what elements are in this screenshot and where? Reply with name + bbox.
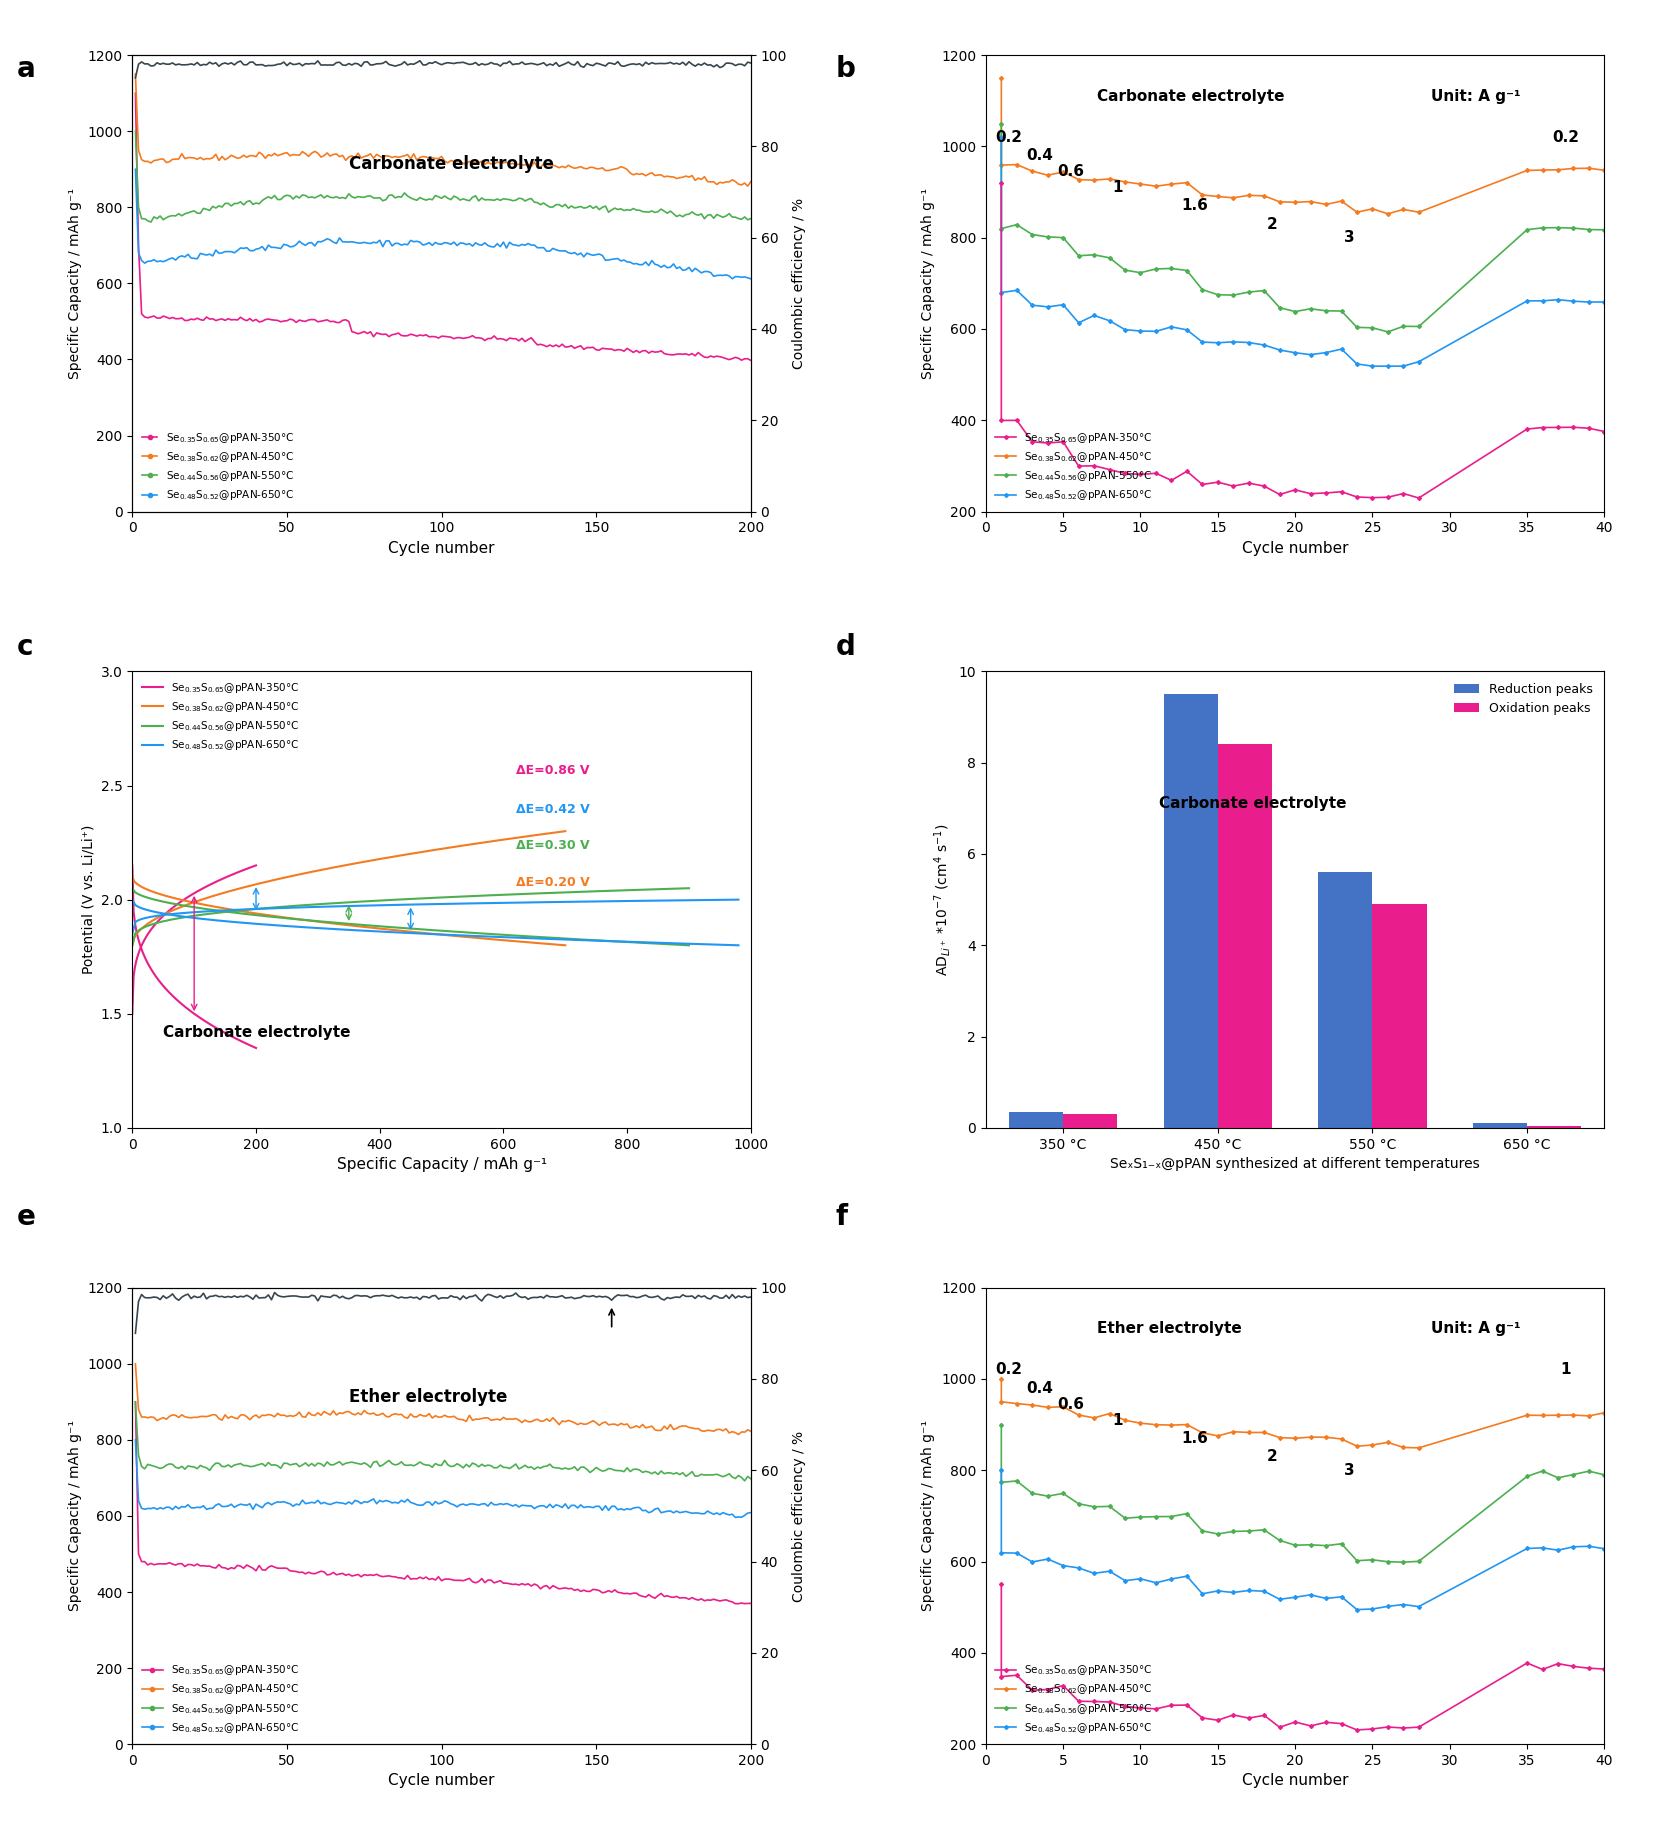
Y-axis label: Specific Capacity / mAh g⁻¹: Specific Capacity / mAh g⁻¹ [68,187,83,378]
Text: 0.6: 0.6 [1057,163,1085,180]
Text: 2: 2 [1267,217,1277,231]
Text: ΔE=0.30 V: ΔE=0.30 V [516,839,589,852]
Text: 1: 1 [1111,180,1123,195]
Text: Carbonate electrolyte: Carbonate electrolyte [164,1024,351,1039]
Text: 0.2: 0.2 [1551,130,1580,145]
Bar [1009,1113,1064,1127]
Text: 1.6: 1.6 [1181,1430,1207,1447]
Bar [1373,903,1426,1127]
Text: 2: 2 [1267,1449,1277,1463]
Text: Carbonate electrolyte: Carbonate electrolyte [1159,797,1346,812]
Text: Carbonate electrolyte: Carbonate electrolyte [349,156,554,173]
Text: 1.6: 1.6 [1181,198,1207,213]
X-axis label: Cycle number: Cycle number [1242,1774,1348,1788]
Y-axis label: AD$_{Li^+}$ *10$^{-7}$ (cm$^4$ s$^{-1}$): AD$_{Li^+}$ *10$^{-7}$ (cm$^4$ s$^{-1}$) [931,823,953,977]
Legend: Reduction peaks, Oxidation peaks: Reduction peaks, Oxidation peaks [1449,677,1598,720]
X-axis label: Cycle number: Cycle number [1242,542,1348,556]
Y-axis label: Specific Capacity / mAh g⁻¹: Specific Capacity / mAh g⁻¹ [921,187,936,378]
Text: Unit: A g⁻¹: Unit: A g⁻¹ [1431,1322,1520,1337]
Y-axis label: Coulombic efficiency / %: Coulombic efficiency / % [792,198,807,369]
Text: ΔE=0.42 V: ΔE=0.42 V [516,802,589,815]
X-axis label: Cycle number: Cycle number [389,1774,495,1788]
Text: Carbonate electrolyte: Carbonate electrolyte [1097,88,1285,103]
X-axis label: SeₓS₁₋ₓ@pPAN synthesized at different temperatures: SeₓS₁₋ₓ@pPAN synthesized at different te… [1110,1157,1480,1171]
Bar [1527,1125,1581,1127]
Text: Ether electrolyte: Ether electrolyte [349,1388,508,1406]
Legend: Se$_{0.35}$S$_{0.65}$@pPAN-350°C, Se$_{0.38}$S$_{0.62}$@pPAN-450°C, Se$_{0.44}$S: Se$_{0.35}$S$_{0.65}$@pPAN-350°C, Se$_{0… [991,426,1156,507]
Text: 3: 3 [1345,230,1355,246]
Text: Unit: A g⁻¹: Unit: A g⁻¹ [1431,88,1520,103]
X-axis label: Cycle number: Cycle number [389,542,495,556]
Text: 1: 1 [1560,1362,1571,1377]
Text: 0.6: 0.6 [1057,1397,1085,1412]
Bar [1474,1124,1527,1127]
Y-axis label: Specific Capacity / mAh g⁻¹: Specific Capacity / mAh g⁻¹ [68,1421,83,1612]
Text: ΔE=0.86 V: ΔE=0.86 V [516,764,589,777]
Text: 1: 1 [1111,1412,1123,1428]
Text: a: a [17,55,35,83]
Text: 0.2: 0.2 [996,1362,1022,1377]
Text: d: d [835,633,855,661]
Bar [1164,694,1217,1127]
Y-axis label: Specific Capacity / mAh g⁻¹: Specific Capacity / mAh g⁻¹ [921,1421,936,1612]
Text: 3: 3 [1345,1463,1355,1478]
Legend: Se$_{0.35}$S$_{0.65}$@pPAN-350°C, Se$_{0.38}$S$_{0.62}$@pPAN-450°C, Se$_{0.44}$S: Se$_{0.35}$S$_{0.65}$@pPAN-350°C, Se$_{0… [137,1660,303,1739]
Y-axis label: Potential (V vs. Li/Li⁺): Potential (V vs. Li/Li⁺) [81,824,94,975]
Bar [1217,744,1272,1127]
Text: c: c [17,633,33,661]
Text: Ether electrolyte: Ether electrolyte [1097,1322,1242,1337]
X-axis label: Specific Capacity / mAh g⁻¹: Specific Capacity / mAh g⁻¹ [336,1157,546,1171]
Text: 0.2: 0.2 [996,130,1022,145]
Bar [1318,872,1373,1127]
Legend: Se$_{0.35}$S$_{0.65}$@pPAN-350°C, Se$_{0.38}$S$_{0.62}$@pPAN-450°C, Se$_{0.44}$S: Se$_{0.35}$S$_{0.65}$@pPAN-350°C, Se$_{0… [137,677,303,756]
Legend: Se$_{0.35}$S$_{0.65}$@pPAN-350°C, Se$_{0.38}$S$_{0.62}$@pPAN-450°C, Se$_{0.44}$S: Se$_{0.35}$S$_{0.65}$@pPAN-350°C, Se$_{0… [991,1660,1156,1739]
Text: ΔE=0.20 V: ΔE=0.20 V [516,876,589,889]
Y-axis label: Coulombic efficiency / %: Coulombic efficiency / % [792,1430,807,1601]
Text: 0.4: 0.4 [1027,149,1054,163]
Legend: Se$_{0.35}$S$_{0.65}$@pPAN-350°C, Se$_{0.38}$S$_{0.62}$@pPAN-450°C, Se$_{0.44}$S: Se$_{0.35}$S$_{0.65}$@pPAN-350°C, Se$_{0… [137,426,298,507]
Text: e: e [17,1203,35,1230]
Bar [1064,1114,1118,1127]
Text: f: f [835,1203,847,1230]
Text: 0.4: 0.4 [1027,1381,1054,1395]
Text: b: b [835,55,855,83]
